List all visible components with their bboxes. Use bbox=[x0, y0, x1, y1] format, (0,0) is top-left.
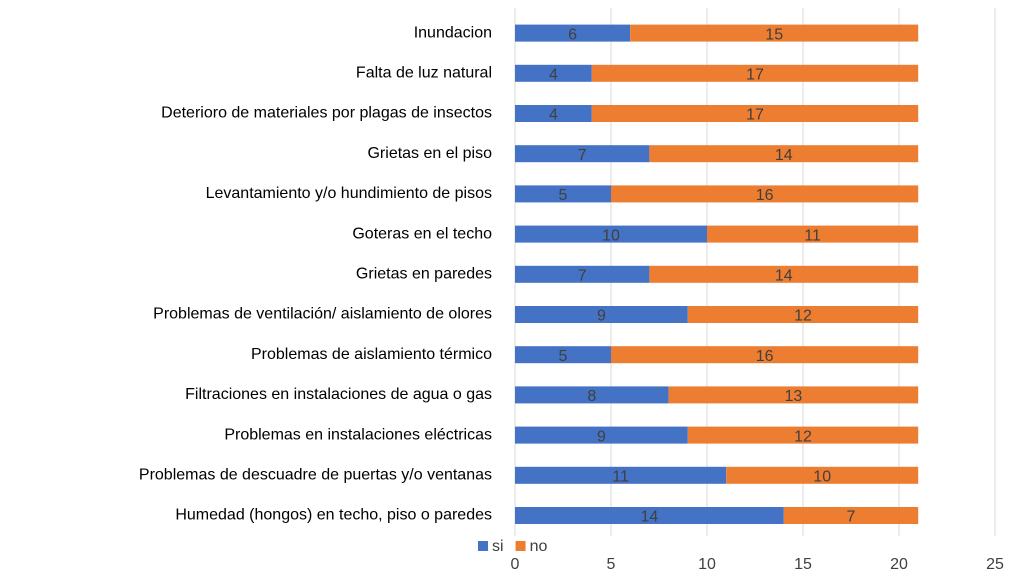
bar-segment bbox=[591, 64, 919, 82]
bar-segment bbox=[783, 507, 919, 524]
data-label: 12 bbox=[794, 308, 812, 325]
bar-segment bbox=[515, 507, 784, 524]
data-label: 9 bbox=[597, 428, 606, 445]
x-tick-label: 20 bbox=[890, 556, 908, 573]
category-label: Filtraciones en instalaciones de agua o … bbox=[185, 386, 492, 403]
x-tick-label: 15 bbox=[794, 556, 812, 573]
category-label: Levantamiento y/o hundimiento de pisos bbox=[206, 185, 492, 202]
data-label: 10 bbox=[813, 469, 831, 486]
data-label: 14 bbox=[775, 268, 793, 285]
bar-segment bbox=[649, 265, 919, 283]
x-tick-label: 25 bbox=[986, 556, 1004, 573]
bar-segment bbox=[649, 145, 919, 163]
data-label: 13 bbox=[785, 388, 803, 405]
category-label: Problemas de ventilación/ aislamiento de… bbox=[153, 306, 492, 323]
bar-segment bbox=[611, 185, 919, 203]
bar-segment bbox=[515, 64, 592, 82]
bar-segment bbox=[515, 105, 592, 122]
bar-segment bbox=[515, 346, 611, 364]
bar-segment bbox=[707, 225, 919, 243]
data-label: 4 bbox=[549, 67, 558, 84]
category-label: Humedad (hongos) en techo, piso o parede… bbox=[175, 507, 492, 524]
data-label: 5 bbox=[559, 187, 568, 204]
category-label: Grietas en el piso bbox=[367, 145, 492, 162]
bar-segment bbox=[726, 466, 919, 484]
data-label: 4 bbox=[549, 107, 558, 124]
bar-segment bbox=[515, 386, 669, 404]
category-label: Goteras en el techo bbox=[352, 225, 492, 242]
data-label: 15 bbox=[765, 26, 783, 43]
data-label: 14 bbox=[641, 509, 659, 526]
category-label: Problemas de aislamiento térmico bbox=[251, 346, 492, 363]
x-tick-label: 5 bbox=[607, 556, 616, 573]
bar-segment bbox=[611, 346, 919, 364]
data-label: 16 bbox=[756, 187, 774, 204]
data-label: 17 bbox=[746, 67, 764, 84]
data-label: 16 bbox=[756, 348, 774, 365]
legend-swatch bbox=[478, 541, 488, 551]
category-label: Falta de luz natural bbox=[356, 65, 492, 82]
legend-label: no bbox=[530, 538, 548, 555]
data-label: 7 bbox=[578, 268, 587, 285]
category-label: Inundacion bbox=[414, 24, 492, 41]
bar-segment bbox=[515, 225, 707, 243]
bar-segment bbox=[515, 185, 611, 203]
bar-segment bbox=[591, 105, 919, 122]
data-label: 14 bbox=[775, 147, 793, 164]
data-label: 17 bbox=[746, 107, 764, 124]
legend-label: si bbox=[492, 538, 504, 555]
category-label: Deterioro de materiales por plagas de in… bbox=[161, 105, 492, 122]
bar-segment bbox=[668, 386, 919, 404]
legend-swatch bbox=[515, 541, 526, 551]
data-label: 7 bbox=[847, 509, 856, 526]
data-label: 5 bbox=[559, 348, 568, 365]
bar-segment bbox=[515, 306, 688, 323]
data-label: 8 bbox=[587, 388, 596, 405]
bar-segment bbox=[687, 426, 919, 444]
data-label: 9 bbox=[597, 308, 606, 325]
data-label: 10 bbox=[602, 227, 620, 244]
bar-segment bbox=[630, 24, 919, 42]
bar-segment bbox=[515, 466, 727, 484]
data-label: 7 bbox=[578, 147, 587, 164]
bar-segment bbox=[515, 265, 650, 283]
category-label: Problemas en instalaciones eléctricas bbox=[224, 426, 492, 443]
data-label: 11 bbox=[612, 469, 629, 486]
x-tick-label: 0 bbox=[511, 556, 520, 573]
category-label: Problemas de descuadre de puertas y/o ve… bbox=[139, 467, 492, 484]
data-label: 12 bbox=[794, 428, 812, 445]
bar-segment bbox=[515, 24, 631, 42]
bar-segment bbox=[515, 145, 650, 163]
bar-segment bbox=[687, 306, 919, 323]
data-label: 6 bbox=[568, 26, 577, 43]
bar-segment bbox=[515, 426, 688, 444]
data-label: 11 bbox=[804, 227, 821, 244]
category-label: Grietas en paredes bbox=[356, 266, 492, 283]
x-tick-label: 10 bbox=[698, 556, 716, 573]
